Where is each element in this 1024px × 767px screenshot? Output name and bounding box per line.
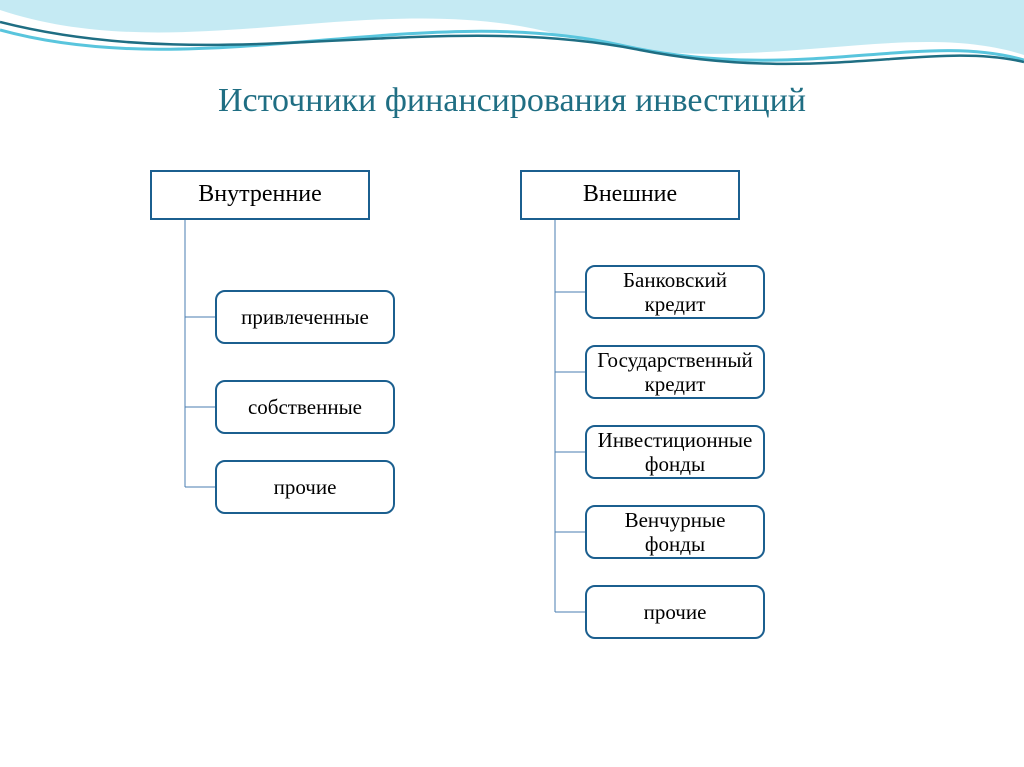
diagram-container: Внутренние привлеченные собственные прочие В… (0, 0, 1024, 767)
branch-1-child-2: Инвестиционные фонды (585, 425, 765, 479)
branch-1-child-1: Государственный кредит (585, 345, 765, 399)
branch-0-child-1: собственные (215, 380, 395, 434)
connectors-svg (0, 0, 1024, 767)
branch-1-child-4: прочие (585, 585, 765, 639)
branch-0-child-2: прочие (215, 460, 395, 514)
branch-1-child-3: Венчурные фонды (585, 505, 765, 559)
branch-0-child-0: привлеченные (215, 290, 395, 344)
branch-1-child-0: Банковский кредит (585, 265, 765, 319)
branch-parent-0: Внутренние (150, 170, 370, 220)
branch-parent-1: Внешние (520, 170, 740, 220)
